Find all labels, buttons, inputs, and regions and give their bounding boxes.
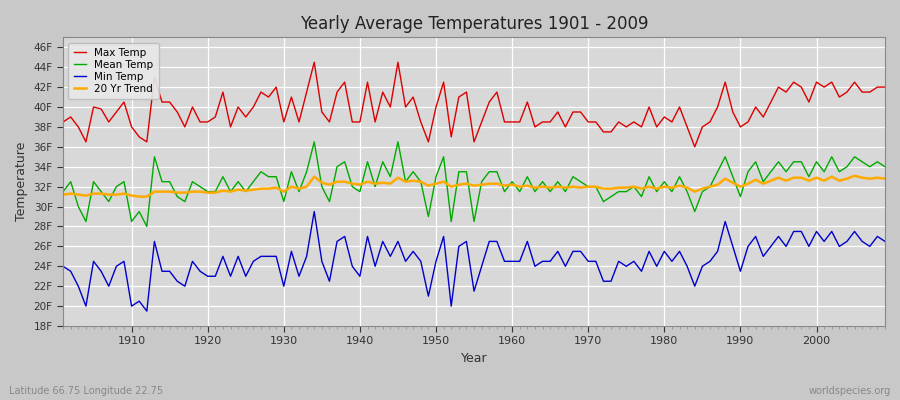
20 Yr Trend	[514, 184, 525, 189]
Min Temp	[613, 259, 624, 264]
Max Temp	[514, 120, 525, 124]
Max Temp	[309, 60, 320, 65]
Max Temp	[689, 144, 700, 149]
Mean Temp	[879, 164, 890, 169]
Mean Temp	[119, 179, 130, 184]
Min Temp	[346, 264, 357, 269]
Text: Latitude 66.75 Longitude 22.75: Latitude 66.75 Longitude 22.75	[9, 386, 163, 396]
Min Temp	[293, 274, 304, 279]
Max Temp	[879, 85, 890, 90]
Mean Temp	[58, 189, 68, 194]
20 Yr Trend	[879, 176, 890, 181]
Text: worldspecies.org: worldspecies.org	[809, 386, 891, 396]
Line: Min Temp: Min Temp	[63, 212, 885, 311]
20 Yr Trend	[293, 186, 304, 191]
20 Yr Trend	[134, 194, 145, 199]
20 Yr Trend	[339, 179, 350, 184]
Line: Max Temp: Max Temp	[63, 62, 885, 147]
Min Temp	[141, 309, 152, 314]
20 Yr Trend	[58, 192, 68, 197]
Min Temp	[119, 259, 130, 264]
Max Temp	[606, 130, 616, 134]
Line: Mean Temp: Mean Temp	[63, 142, 885, 226]
Max Temp	[286, 95, 297, 100]
Mean Temp	[141, 224, 152, 229]
Mean Temp	[613, 189, 624, 194]
Min Temp	[522, 239, 533, 244]
Max Temp	[339, 80, 350, 84]
Mean Temp	[522, 174, 533, 179]
Mean Temp	[346, 184, 357, 189]
Y-axis label: Temperature: Temperature	[15, 142, 28, 221]
Min Temp	[514, 259, 525, 264]
Mean Temp	[309, 140, 320, 144]
Min Temp	[58, 264, 68, 269]
Max Temp	[507, 120, 517, 124]
20 Yr Trend	[606, 186, 616, 191]
X-axis label: Year: Year	[461, 352, 488, 365]
20 Yr Trend	[850, 173, 860, 178]
Legend: Max Temp, Mean Temp, Min Temp, 20 Yr Trend: Max Temp, Mean Temp, Min Temp, 20 Yr Tre…	[68, 42, 158, 99]
20 Yr Trend	[119, 191, 130, 196]
Title: Yearly Average Temperatures 1901 - 2009: Yearly Average Temperatures 1901 - 2009	[300, 15, 648, 33]
20 Yr Trend	[507, 182, 517, 187]
Mean Temp	[514, 189, 525, 194]
Max Temp	[58, 120, 68, 124]
Mean Temp	[293, 189, 304, 194]
Min Temp	[879, 239, 890, 244]
Max Temp	[119, 100, 130, 104]
Line: 20 Yr Trend: 20 Yr Trend	[63, 176, 885, 197]
Min Temp	[309, 209, 320, 214]
